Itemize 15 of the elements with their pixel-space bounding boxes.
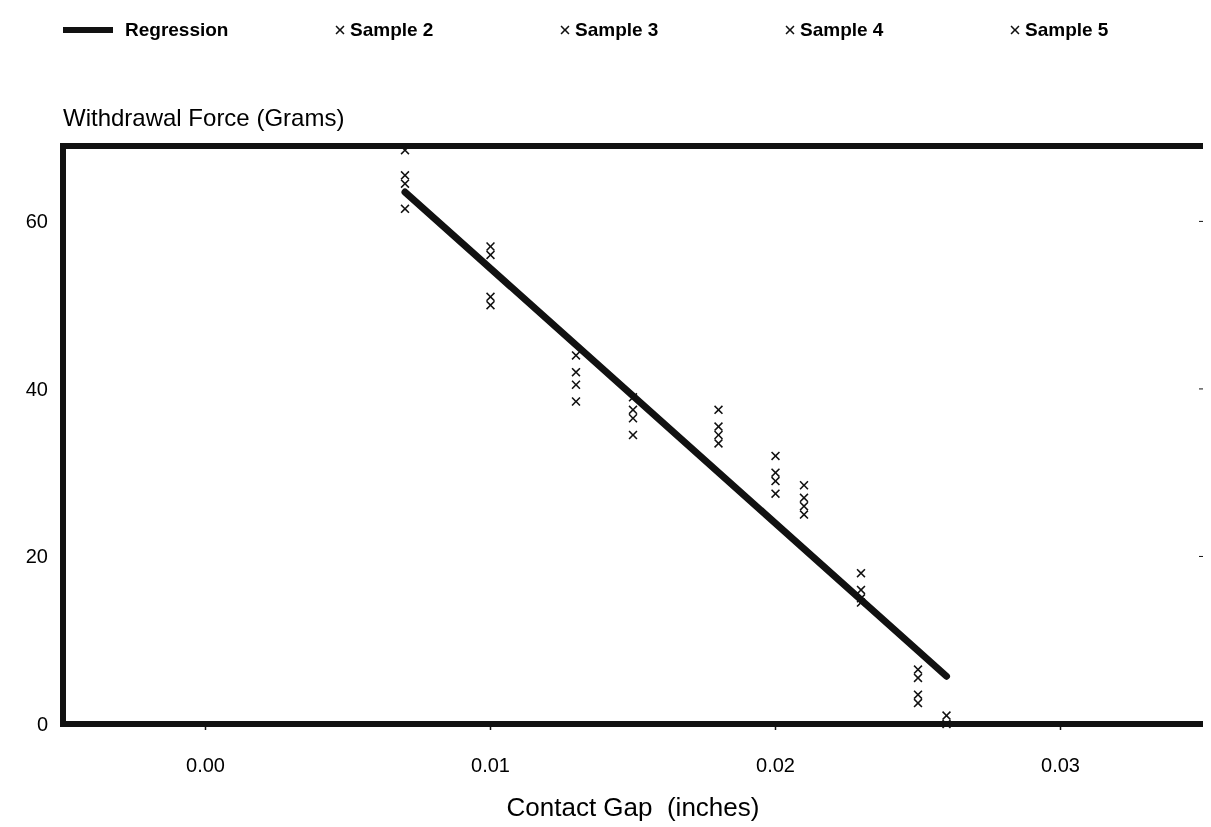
x-tick-label: 0.01	[471, 754, 510, 776]
legend-label: Sample 2	[350, 19, 434, 40]
y-tick-label: 0	[36, 713, 48, 735]
legend-label: Regression	[125, 19, 229, 40]
x-axis-title: Contact Gap (inches)	[506, 792, 760, 822]
y-tick-label: 20	[25, 545, 48, 568]
x-tick-label: 0.00	[186, 754, 225, 776]
y-axis-title: Withdrawal Force (Grams)	[63, 104, 345, 131]
legend-label: Sample 3	[575, 19, 659, 40]
y-tick-label: 60	[25, 210, 48, 233]
legend-label: Sample 4	[800, 19, 884, 40]
y-tick-label: 40	[25, 377, 48, 400]
x-tick-label: 0.03	[1041, 754, 1080, 776]
x-tick-label: 0.02	[756, 754, 795, 776]
legend-label: Sample 5	[1025, 19, 1109, 40]
